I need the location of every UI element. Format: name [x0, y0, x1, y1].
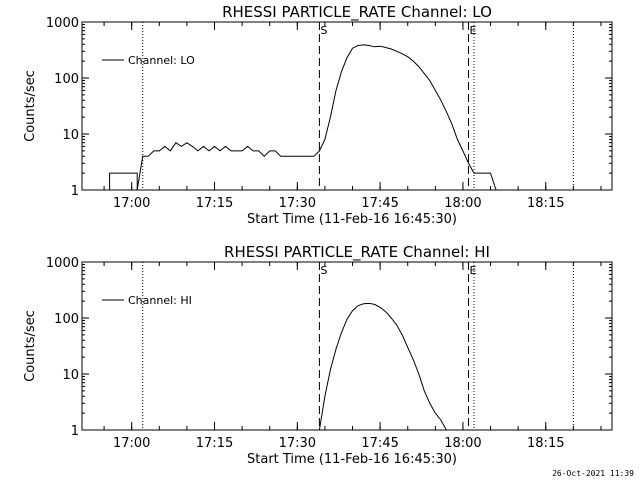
chart-panels: RHESSI PARTICLE_RATE Channel: LO 1 10 100 10… [23, 3, 613, 467]
y-tick-label: 100 [54, 312, 79, 327]
y-tick-label: 1 [71, 184, 79, 199]
x-axis-label: Start Time (11-Feb-16 16:45:30) [247, 212, 457, 227]
y-tick-label: 10 [62, 368, 79, 383]
x-tick-label: 17:00 [113, 196, 150, 211]
x-tick-label: 17:30 [279, 436, 316, 451]
legend-entry: Channel: LO [128, 54, 195, 67]
x-tick-label: 18:00 [444, 196, 481, 211]
y-tick-label: 1 [71, 424, 79, 439]
y-tick-label: 10 [62, 128, 79, 143]
y-tick-label: 1000 [46, 256, 79, 271]
chart-panel-2: RHESSI PARTICLE_RATE Channel: HI 1 10 100 10… [23, 243, 613, 467]
x-tick-label: 18:00 [444, 436, 481, 451]
chart-panel-1: RHESSI PARTICLE_RATE Channel: LO 1 10 100 10… [23, 3, 613, 227]
y-tick-label: 100 [54, 72, 79, 87]
plot-frame [81, 261, 613, 431]
marker-label-s: S [320, 24, 327, 37]
series-line-1 [82, 44, 497, 190]
marker-label-s: S [320, 264, 327, 277]
y-axis-label: Counts/sec [23, 70, 38, 142]
chart-title: RHESSI PARTICLE_RATE Channel: HI [224, 243, 490, 262]
x-tick-label: 17:15 [196, 196, 233, 211]
x-tick-label: 17:30 [279, 196, 316, 211]
x-axis-label: Start Time (11-Feb-16 16:45:30) [247, 452, 457, 467]
timestamp-label: 26-Oct-2021 11:39 [552, 469, 634, 478]
y-tick-label: 1000 [46, 16, 79, 31]
x-tick-label: 17:15 [196, 436, 233, 451]
series-line-1 [318, 302, 447, 430]
x-tick-label: 17:45 [361, 436, 398, 451]
marker-label-e: E [469, 24, 476, 37]
x-tick-label: 18:15 [527, 436, 564, 451]
legend-entry: Channel: HI [128, 294, 192, 307]
x-tick-label: 17:00 [113, 436, 150, 451]
chart-title: RHESSI PARTICLE_RATE Channel: LO [222, 3, 492, 22]
plot-frame [81, 21, 613, 191]
marker-label-e: E [469, 264, 476, 277]
x-tick-label: 18:15 [527, 196, 564, 211]
x-tick-label: 17:45 [361, 196, 398, 211]
y-axis-label: Counts/sec [23, 310, 38, 382]
